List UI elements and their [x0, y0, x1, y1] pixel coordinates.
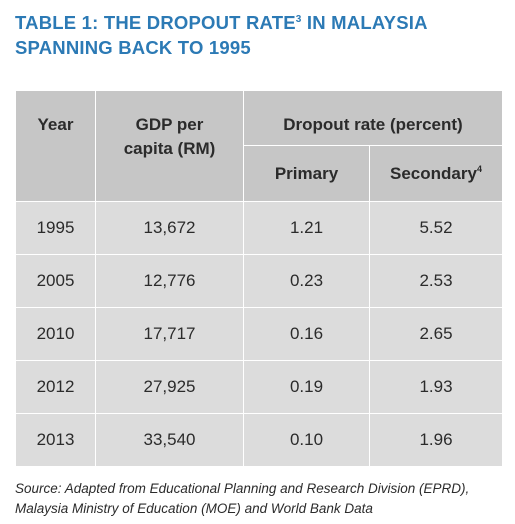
- title-line1-suffix: IN MALAYSIA: [301, 12, 428, 33]
- header-row-top: Year GDP per capita (RM) Dropout rate (p…: [15, 90, 503, 202]
- cell-primary: 0.23: [243, 254, 370, 308]
- cell-year: 2010: [15, 307, 96, 361]
- header-secondary-label: Secondary: [390, 163, 477, 183]
- cell-gdp: 17,717: [95, 307, 244, 361]
- cell-secondary: 2.65: [369, 307, 503, 361]
- title-footnote-marker: 3: [295, 14, 302, 25]
- table-row: 1995 13,672 1.21 5.52: [15, 201, 503, 255]
- title-line2: SPANNING BACK TO 1995: [15, 37, 251, 58]
- source-line2: Malaysia Ministry of Education (MOE) and…: [15, 501, 373, 516]
- cell-primary: 0.19: [243, 360, 370, 414]
- table-row: 2010 17,717 0.16 2.65: [15, 307, 503, 361]
- table-header: Year GDP per capita (RM) Dropout rate (p…: [15, 90, 503, 202]
- cell-year: 2013: [15, 413, 96, 467]
- table-row: 2013 33,540 0.10 1.96: [15, 413, 503, 467]
- cell-gdp: 12,776: [95, 254, 244, 308]
- header-gdp-line1: GDP per: [135, 115, 204, 134]
- header-gdp-line2: capita (RM): [123, 139, 216, 158]
- cell-secondary: 1.93: [369, 360, 503, 414]
- header-row-sub: Primary Secondary4: [16, 145, 503, 202]
- table-row: 2012 27,925 0.19 1.93: [15, 360, 503, 414]
- table-body: 1995 13,672 1.21 5.52 2005 12,776 0.23 2…: [15, 201, 503, 467]
- source-line1: Source: Adapted from Educational Plannin…: [15, 481, 470, 496]
- header-year: Year: [15, 90, 96, 202]
- cell-gdp: 13,672: [95, 201, 244, 255]
- header-gdp: GDP per capita (RM): [95, 90, 244, 202]
- header-secondary: Secondary4: [369, 145, 503, 202]
- dropout-table-container: Year GDP per capita (RM) Dropout rate (p…: [15, 90, 503, 467]
- title-line1-prefix: TABLE 1: THE DROPOUT RATE: [15, 12, 296, 33]
- cell-year: 1995: [15, 201, 96, 255]
- header-primary: Primary: [243, 145, 370, 202]
- header-dropout: Dropout rate (percent): [243, 90, 503, 146]
- source-note: Source: Adapted from Educational Plannin…: [15, 479, 510, 519]
- cell-secondary: 2.53: [369, 254, 503, 308]
- table-row: 2005 12,776 0.23 2.53: [15, 254, 503, 308]
- table-title: TABLE 1: THE DROPOUT RATE3 IN MALAYSIA S…: [15, 10, 505, 60]
- cell-gdp: 33,540: [95, 413, 244, 467]
- cell-secondary: 1.96: [369, 413, 503, 467]
- header-secondary-footnote-marker: 4: [476, 163, 482, 174]
- cell-gdp: 27,925: [95, 360, 244, 414]
- cell-primary: 0.10: [243, 413, 370, 467]
- cell-year: 2012: [15, 360, 96, 414]
- cell-primary: 0.16: [243, 307, 370, 361]
- dropout-table: Year GDP per capita (RM) Dropout rate (p…: [15, 90, 503, 467]
- cell-primary: 1.21: [243, 201, 370, 255]
- cell-secondary: 5.52: [369, 201, 503, 255]
- cell-year: 2005: [15, 254, 96, 308]
